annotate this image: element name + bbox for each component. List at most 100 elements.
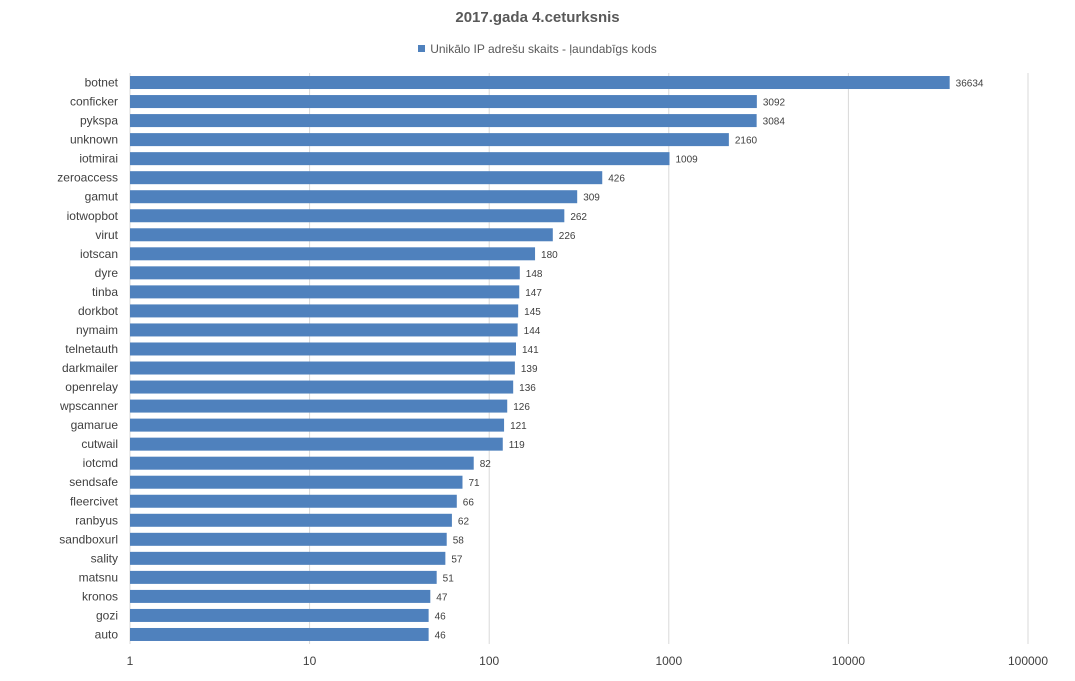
bar	[130, 532, 447, 546]
category-label: sandboxurl	[59, 532, 118, 546]
x-tick-label: 1	[127, 654, 134, 668]
data-label: 145	[524, 307, 541, 318]
data-label: 147	[525, 288, 542, 299]
bar	[130, 152, 670, 166]
data-label: 119	[509, 440, 525, 451]
bar	[130, 494, 457, 508]
bar	[130, 627, 429, 641]
category-label: fleercivet	[70, 494, 119, 508]
legend-swatch	[418, 45, 426, 52]
x-axis-ticks: 1 10 100 1000 10000 100000	[127, 654, 1049, 668]
category-label: dyre	[95, 266, 119, 280]
data-label: 3084	[763, 117, 786, 128]
bar	[130, 475, 463, 489]
category-label: nymaim	[76, 323, 118, 337]
data-label: 3092	[763, 98, 786, 109]
bar	[130, 513, 452, 527]
bar	[130, 361, 515, 375]
category-label: gamut	[85, 190, 119, 204]
category-label: virut	[95, 228, 118, 242]
data-label: 1009	[675, 155, 698, 166]
bar	[130, 95, 757, 109]
bar	[130, 399, 508, 413]
category-label: conficker	[70, 95, 118, 109]
category-labels: botnet conficker pykspa unknown iotmirai zero…	[57, 76, 118, 642]
bar	[130, 209, 565, 223]
bar	[130, 589, 431, 603]
data-label: 46	[435, 611, 447, 622]
data-label: 2160	[735, 136, 758, 147]
category-label: botnet	[85, 76, 119, 90]
data-label: 121	[510, 421, 527, 432]
bar	[130, 456, 474, 470]
category-label: wpscanner	[59, 399, 118, 413]
category-label: dorkbot	[78, 304, 119, 318]
data-label: 226	[559, 231, 576, 242]
bar	[130, 323, 518, 337]
category-label: gamarue	[71, 418, 119, 432]
category-label: zeroaccess	[57, 171, 118, 185]
data-label: 51	[443, 573, 455, 584]
category-label: kronos	[82, 589, 118, 603]
bar	[130, 133, 729, 147]
bar	[130, 551, 446, 565]
category-label: iotmirai	[79, 152, 118, 166]
category-label: pykspa	[80, 114, 118, 128]
data-label: 141	[522, 345, 539, 356]
bar	[130, 608, 429, 622]
category-label: sendsafe	[69, 475, 118, 489]
category-label: matsnu	[79, 570, 118, 584]
category-label: gozi	[96, 608, 118, 622]
legend: Unikālo IP adrešu skaits - ļaundabīgs ko…	[0, 42, 1075, 56]
data-label: 46	[435, 630, 447, 641]
data-label: 47	[436, 592, 448, 603]
data-label: 58	[453, 535, 465, 546]
category-label: sality	[91, 551, 118, 565]
bar	[130, 76, 950, 90]
bar	[130, 228, 553, 242]
data-label: 71	[468, 478, 480, 489]
bar	[130, 114, 757, 128]
category-label: openrelay	[65, 380, 118, 394]
data-label: 136	[519, 383, 536, 394]
bar	[130, 190, 578, 204]
data-label: 144	[524, 326, 541, 337]
category-label: auto	[95, 627, 119, 641]
data-label: 148	[526, 269, 543, 280]
category-label: ranbyus	[75, 513, 118, 527]
x-tick-label: 10	[303, 654, 317, 668]
data-label: 82	[480, 459, 492, 470]
category-label: unknown	[70, 133, 118, 147]
bar	[130, 570, 437, 584]
x-tick-label: 1000	[655, 654, 682, 668]
x-tick-label: 10000	[832, 654, 866, 668]
bar	[130, 304, 519, 318]
data-label: 62	[458, 516, 470, 527]
x-tick-label: 100	[479, 654, 499, 668]
chart-title: 2017.gada 4.ceturksnis	[455, 9, 620, 26]
category-label: iotwopbot	[67, 209, 119, 223]
data-label: 309	[583, 193, 600, 204]
data-label: 426	[608, 174, 625, 185]
data-label: 66	[463, 497, 475, 508]
x-tick-label: 100000	[1008, 654, 1048, 668]
bar	[130, 247, 536, 261]
bar	[130, 418, 505, 432]
data-label: 180	[541, 250, 558, 261]
category-label: iotscan	[80, 247, 118, 261]
category-label: tinba	[92, 285, 118, 299]
data-label: 36634	[956, 79, 984, 90]
category-label: cutwail	[81, 437, 118, 451]
data-label: 139	[521, 364, 538, 375]
category-label: iotcmd	[83, 456, 118, 470]
bar	[130, 285, 520, 299]
category-label: telnetauth	[65, 342, 118, 356]
data-label: 126	[513, 402, 530, 413]
bar	[130, 171, 603, 185]
bar	[130, 266, 520, 280]
gridlines	[129, 73, 1029, 644]
bar	[130, 437, 503, 451]
bar	[130, 342, 516, 356]
